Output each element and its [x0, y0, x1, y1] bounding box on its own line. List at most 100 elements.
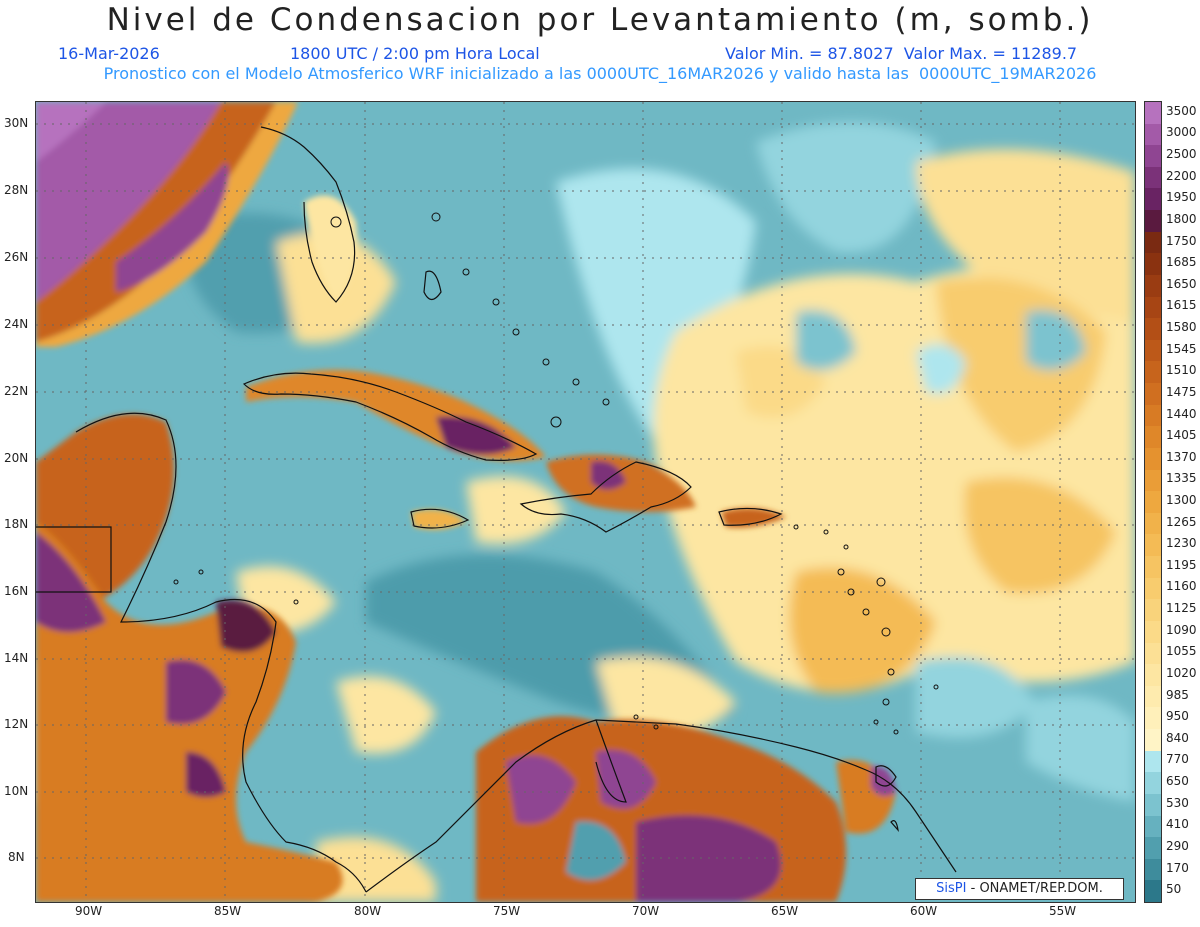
color-scale-label: 1125	[1166, 601, 1197, 616]
lat-label: 26N	[4, 250, 29, 264]
credit-brand: SisPI	[936, 881, 967, 896]
color-scale-swatch	[1145, 534, 1161, 557]
valid-time: 1800 UTC / 2:00 pm Hora Local	[290, 44, 540, 63]
map-panel	[35, 101, 1136, 903]
color-scale-label: 1800	[1166, 211, 1197, 226]
color-scale-swatch	[1145, 253, 1161, 276]
islands	[173, 212, 939, 735]
color-scale-swatch	[1145, 469, 1161, 492]
color-scale-swatch	[1145, 599, 1161, 622]
lon-label: 55W	[1049, 904, 1077, 918]
lon-label: 65W	[771, 904, 799, 918]
credit-box: SisPI - ONAMET/REP.DOM.	[915, 878, 1124, 900]
color-scale-label: 2200	[1166, 168, 1197, 183]
lat-label: 10N	[4, 784, 29, 798]
color-scale-swatch	[1145, 793, 1161, 816]
land-field	[36, 102, 896, 902]
lat-label: 30N	[4, 116, 29, 130]
color-scale-label: 1195	[1166, 557, 1197, 572]
color-scale-swatch	[1145, 404, 1161, 427]
color-scale-swatch	[1145, 491, 1161, 514]
color-scale-swatch	[1145, 274, 1161, 298]
lon-label: 90W	[75, 904, 103, 918]
color-scale-swatch	[1145, 447, 1161, 471]
color-scale-label: 50	[1166, 882, 1182, 897]
credit-text: - ONAMET/REP.DOM.	[966, 881, 1103, 896]
lat-label: 22N	[4, 384, 29, 398]
color-scale-label: 2500	[1166, 147, 1197, 162]
valid-date: 16-Mar-2026	[58, 44, 160, 63]
color-scale-swatch	[1145, 383, 1161, 406]
color-scale-label: 530	[1166, 795, 1189, 810]
color-scale-swatch	[1145, 426, 1161, 449]
lon-label: 75W	[493, 904, 521, 918]
color-scale-label: 1265	[1166, 514, 1197, 529]
forecast-note: Pronostico con el Modelo Atmosferico WRF…	[103, 64, 1097, 83]
color-scale-bar	[1144, 101, 1162, 903]
color-scale-label: 410	[1166, 817, 1189, 832]
color-scale-swatch	[1145, 210, 1161, 233]
color-scale-label: 1230	[1166, 536, 1197, 551]
color-scale-swatch	[1145, 685, 1161, 708]
color-scale-swatch	[1145, 577, 1161, 600]
color-scale-swatch	[1145, 361, 1161, 384]
color-scale-swatch	[1145, 772, 1161, 795]
color-scale-swatch	[1145, 166, 1161, 189]
lat-label: 20N	[4, 451, 29, 465]
lon-label: 80W	[354, 904, 382, 918]
lon-label: 85W	[214, 904, 242, 918]
map-title: Nivel de Condensacion por Levantamiento …	[106, 2, 1094, 38]
color-scale-swatch	[1145, 145, 1161, 168]
color-scale-label: 1580	[1166, 320, 1197, 335]
lat-label: 8N	[8, 850, 25, 864]
color-scale-swatch	[1145, 339, 1161, 362]
color-scale-swatch	[1145, 707, 1161, 730]
color-scale-label: 1335	[1166, 471, 1197, 486]
color-scale-label: 1055	[1166, 644, 1197, 659]
color-scale-swatch	[1145, 318, 1161, 341]
color-scale-label: 985	[1166, 687, 1189, 702]
lon-label: 70W	[632, 904, 660, 918]
color-scale-swatch	[1145, 815, 1161, 838]
color-scale-label: 770	[1166, 752, 1189, 767]
coastlines	[36, 126, 957, 893]
color-scale-label: 1440	[1166, 406, 1197, 421]
color-scale-label: 650	[1166, 774, 1189, 789]
color-scale-label: 1950	[1166, 190, 1197, 205]
color-scale-label: 1405	[1166, 428, 1197, 443]
color-scale-label: 1650	[1166, 276, 1197, 291]
color-scale-swatch	[1145, 102, 1161, 125]
color-scale-label: 3000	[1166, 125, 1197, 140]
color-scale-swatch	[1145, 642, 1161, 665]
color-scale-swatch	[1145, 556, 1161, 579]
color-scale-label: 1090	[1166, 622, 1197, 637]
color-scale-label: 1160	[1166, 579, 1197, 594]
color-scale-label: 1475	[1166, 384, 1197, 399]
color-scale-label: 290	[1166, 838, 1189, 853]
color-scale-swatch	[1145, 512, 1161, 535]
color-scale-swatch	[1145, 188, 1161, 211]
color-scale-swatch	[1145, 231, 1161, 254]
lcl-field-map	[36, 102, 1135, 902]
color-scale-swatch	[1145, 837, 1161, 860]
lat-label: 28N	[4, 183, 29, 197]
color-scale-label: 1370	[1166, 449, 1197, 464]
lat-label: 16N	[4, 584, 29, 598]
min-max-values: Valor Min. = 87.8027 Valor Max. = 11289.…	[725, 44, 1078, 63]
color-scale-label: 170	[1166, 860, 1189, 875]
color-scale-label: 950	[1166, 709, 1189, 724]
color-scale-swatch	[1145, 729, 1161, 752]
color-scale-label: 3500	[1166, 103, 1197, 118]
color-scale-swatch	[1145, 664, 1161, 687]
color-scale-swatch	[1145, 296, 1161, 319]
color-scale-label: 1750	[1166, 233, 1197, 248]
lat-lon-grid	[36, 102, 1135, 902]
color-scale-swatch	[1145, 750, 1161, 773]
color-scale-swatch	[1145, 620, 1161, 644]
lon-label: 60W	[910, 904, 938, 918]
color-scale-label: 1545	[1166, 341, 1197, 356]
color-scale-label: 1020	[1166, 665, 1197, 680]
lat-label: 24N	[4, 317, 29, 331]
color-scale-swatch	[1145, 123, 1161, 146]
color-scale-label: 1510	[1166, 363, 1197, 378]
